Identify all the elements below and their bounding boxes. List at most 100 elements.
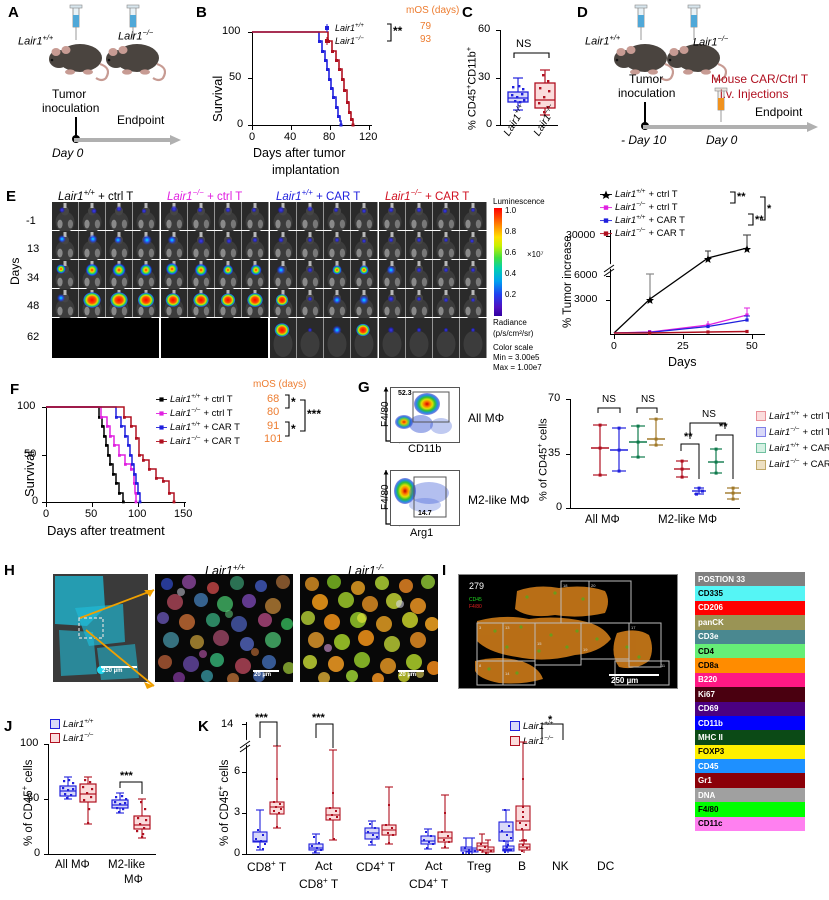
panel-e-day-label-0: -1 <box>26 215 36 227</box>
colorbar-exponent: ×10⁷ <box>527 250 544 259</box>
i-marker-11: MHC II <box>695 730 805 745</box>
svg-text:11: 11 <box>661 663 666 668</box>
panel-i: I <box>440 560 829 900</box>
panel-e-day-label-3: 48 <box>27 300 40 312</box>
e-chart-legend-0: Lair1+/+ + ctrl T <box>600 188 685 200</box>
panel-k-ylabel: % of CD45+ cells <box>216 760 231 846</box>
e-chart-ytick-3000: 3000 <box>574 293 598 305</box>
panel-e-chart-ylabel: % Tumor increase <box>562 235 574 328</box>
e-leg-2-sup: +/+ <box>636 214 646 222</box>
marker-icon-star-black <box>600 190 612 199</box>
i-marker-14: Gr1 <box>695 773 805 788</box>
k-xtick-7: DC <box>597 859 615 873</box>
mouse-icon-wt-a <box>49 44 110 82</box>
b-ytick-100: 100 <box>222 25 241 37</box>
g-flow2-xlabel: Arg1 <box>410 527 434 539</box>
k-ytick-0: 0 <box>234 847 241 859</box>
endpoint-label-d: Endpoint <box>755 105 803 119</box>
e-chart-ylabel-text: % Tumor increase <box>562 235 574 328</box>
e-leg-1-suffix: + ctrl T <box>648 201 678 213</box>
h-scalebar-wt: 20 µm <box>254 672 272 678</box>
e-leg-0-sup: +/+ <box>636 188 646 195</box>
k-ytick-6: 6 <box>234 765 241 777</box>
e-chart-xtick-0: 0 <box>611 340 617 352</box>
j-leg-0-name: Lair1 <box>63 719 85 731</box>
panel-b-mos-0: 79 <box>420 21 432 32</box>
f-mos-3: 101 <box>264 433 283 445</box>
f-leg-2-name: Lair1 <box>170 422 192 434</box>
swatch-j-1 <box>50 733 60 744</box>
g-flow1-xlabel: CD11b <box>408 443 442 455</box>
e-chart-legend-1: Lair1−/− + ctrl T <box>600 201 685 213</box>
f-ytick-0: 0 <box>32 495 39 507</box>
syringe-icon-d1 <box>634 4 648 40</box>
panel-b-sig-bracket <box>387 23 392 42</box>
g-ylabel-post: cells <box>537 418 550 444</box>
f-leg-1-sup: −/− <box>191 407 201 415</box>
panel-a-label: A <box>8 4 19 21</box>
h-title-ko-sup: -/- <box>375 562 384 572</box>
e-sig-mid: ** <box>755 214 764 226</box>
colorbar-tick-4: 0.2 <box>505 290 517 299</box>
j-leg-0-sup: +/+ <box>84 718 94 725</box>
g-ytick-70: 70 <box>548 392 561 404</box>
mouse-label-ko-d: Lair1−/− <box>693 34 729 49</box>
legend-b-0-name: Lair1 <box>335 23 356 33</box>
c-ytick-0: 0 <box>486 118 493 130</box>
colorbar-scale-2: Min = 3.00e5 <box>493 353 540 362</box>
mouse-label-wt-d: Lair1+/+ <box>585 33 621 48</box>
swatch-g-0 <box>756 411 766 422</box>
f-legend-1: Lair1−/− + ctrl T <box>156 407 240 419</box>
y-axis-break <box>602 262 616 277</box>
tumor-inoc-label-a-1: Tumor <box>52 87 87 101</box>
g-leg-0-suffix: + ctrl T <box>802 410 829 422</box>
panel-k-sig-brackets <box>259 721 564 748</box>
bli-image-grid <box>52 202 487 358</box>
e-tumor-increase-lines <box>613 234 751 335</box>
f-leg-1-suffix: + ctrl T <box>203 407 233 419</box>
f-legend-2: Lair1+/+ + CAR T <box>156 421 240 433</box>
swatch-k-0 <box>510 721 520 732</box>
colorbar-tick-0: 1.0 <box>505 206 517 215</box>
i-marker-8: Ki67 <box>695 687 805 702</box>
k-ylabel-pre: % of CD45 <box>218 790 231 846</box>
i-marker-16: F4/80 <box>695 802 805 817</box>
k-y-axis-break <box>238 738 252 753</box>
h-zoom-arrows <box>79 589 155 689</box>
panel-b-km-curves <box>252 31 355 127</box>
g-xtick-m2: M2-like MΦ <box>658 514 718 526</box>
k-xtick-1a: Act <box>315 859 333 873</box>
panel-g: G F4/80 52.3 CD11b All MΦ F4/80 <box>358 375 829 560</box>
svg-text:14: 14 <box>505 671 510 676</box>
j-ytick-0: 0 <box>34 847 41 859</box>
svg-text:19: 19 <box>583 647 588 652</box>
sup-wt-d: +/+ <box>609 33 621 42</box>
e-leg-3-name: Lair1 <box>615 228 637 240</box>
panel-j-boxplots <box>59 776 151 839</box>
i-marker-15: DNA <box>695 787 805 803</box>
g-leg-1-sup: −/− <box>790 426 800 434</box>
panel-j: J Lair1+/+ Lair1−/− % of CD45+ cells 100… <box>0 718 170 900</box>
f-sig-2: * <box>291 422 296 436</box>
j-xtick-all: All MΦ <box>55 859 90 871</box>
panel-f-xlabel: Days after treatment <box>47 523 165 538</box>
f-leg-2-suffix: + CAR T <box>203 421 240 433</box>
panel-b-mos-1: 93 <box>420 34 432 45</box>
panel-a: A Lair1+/+ Lair1−/− T <box>0 0 190 185</box>
g-ylabel-sup: + <box>535 443 544 448</box>
f-xtick-150: 150 <box>174 508 193 520</box>
i-marker-4: CD3e <box>695 629 805 644</box>
g-leg-1-suffix: + ctrl T <box>802 426 829 438</box>
c-ytick-60: 60 <box>478 23 491 35</box>
k-leg-0-name: Lair1 <box>523 721 545 733</box>
k-ylabel-sup: + <box>216 785 225 791</box>
marker-icon-ko-b <box>325 36 329 45</box>
e-chart-legend-3: Lair1−/− + CAR T <box>600 227 685 240</box>
marker-icon-square-magenta <box>600 205 612 210</box>
panel-f: F Survival 100 50 0 0 50 100 150 Days af… <box>0 375 360 560</box>
marker-icon-wt-b <box>325 23 329 32</box>
h-zoom-image-wt: 20 µm <box>155 574 293 682</box>
sup-ko-d: −/− <box>717 34 729 43</box>
panel-f-sig-brackets <box>285 394 306 437</box>
e-leg-1-sup: −/− <box>636 201 646 209</box>
